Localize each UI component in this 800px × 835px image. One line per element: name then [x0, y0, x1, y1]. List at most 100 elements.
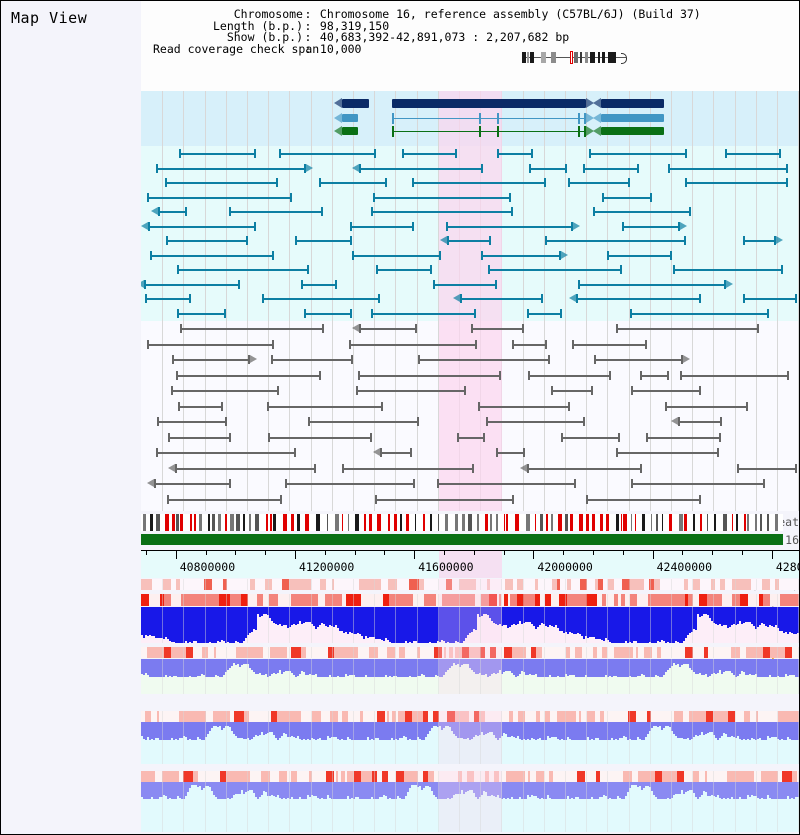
bac-end-pair[interactable]	[167, 436, 232, 439]
bac-end-pair[interactable]	[146, 196, 293, 199]
ruler-plot[interactable]: 40800000 41200000 41600000 42000000 42400000…	[141, 550, 799, 578]
bac-end-pair[interactable]	[351, 254, 441, 257]
bac-end-pair[interactable]	[743, 240, 777, 242]
refseq-exon[interactable]	[583, 113, 586, 124]
b6n-bac-plot[interactable]	[141, 321, 799, 511]
bac-end-pair[interactable]	[350, 225, 415, 228]
bac-end-pair[interactable]	[177, 269, 309, 271]
bac-end-pair[interactable]	[447, 240, 492, 242]
bac-end-pair[interactable]	[229, 211, 323, 213]
bac-end-pair[interactable]	[639, 374, 669, 377]
bac-end-pair[interactable]	[486, 421, 585, 423]
bac-end-pair[interactable]	[631, 483, 765, 485]
bac-end-pair[interactable]	[358, 374, 502, 377]
bac-end-pair[interactable]	[171, 359, 250, 361]
bac-end-pair[interactable]	[616, 328, 759, 330]
bac-end-pair[interactable]	[593, 211, 692, 213]
refseq-gene-bar[interactable]	[600, 127, 665, 135]
refseq-gene-bar[interactable]	[600, 114, 665, 122]
bac-end-pair[interactable]	[177, 405, 223, 408]
bac-end-pair[interactable]	[153, 483, 231, 485]
chromosome-16-ideogram[interactable]	[522, 51, 627, 64]
bac-end-pair[interactable]	[528, 374, 611, 377]
bac-end-pair[interactable]	[621, 225, 681, 228]
bac-end-pair[interactable]	[582, 167, 640, 170]
bac-end-pair[interactable]	[571, 343, 647, 346]
bac-end-pair[interactable]	[677, 421, 723, 423]
bac-end-pair[interactable]	[166, 240, 249, 242]
bac-end-pair[interactable]	[470, 328, 525, 330]
jf1-depth-sra-plot[interactable]	[141, 722, 799, 764]
refseq-gene-intron-line[interactable]	[391, 131, 586, 132]
bac-end-pair[interactable]	[480, 254, 562, 257]
bac-end-pair[interactable]	[512, 343, 547, 346]
refseq-exon[interactable]	[578, 126, 581, 137]
bac-end-pair[interactable]	[615, 452, 720, 454]
bac-end-pair[interactable]	[156, 452, 297, 454]
refseq-exon[interactable]	[391, 113, 394, 124]
bac-end-pair[interactable]	[436, 483, 576, 485]
bac-end-pair[interactable]	[371, 312, 477, 315]
bac-end-pair[interactable]	[300, 283, 337, 286]
bac-end-pair[interactable]	[374, 498, 514, 501]
bac-end-pair[interactable]	[478, 405, 570, 408]
bac-end-pair[interactable]	[560, 436, 620, 439]
refseq-gene-bar[interactable]	[341, 114, 359, 122]
msm-depth-cap-plot[interactable]	[141, 607, 799, 643]
bac-end-pair[interactable]	[371, 211, 514, 213]
bac-end-pair[interactable]	[588, 153, 688, 155]
bac-end-pair[interactable]	[166, 498, 282, 501]
bac-end-pair[interactable]	[341, 467, 475, 470]
bac-end-pair[interactable]	[673, 269, 784, 271]
bac-end-pair[interactable]	[270, 359, 353, 361]
bac-end-pair[interactable]	[147, 225, 256, 228]
bac-end-pair[interactable]	[267, 436, 373, 439]
bac-end-pair[interactable]	[527, 467, 643, 470]
refseq-gene-bar[interactable]	[341, 127, 359, 135]
bac-end-pair[interactable]	[144, 298, 192, 300]
bac-end-pair[interactable]	[593, 359, 684, 361]
bac-end-pair[interactable]	[380, 452, 413, 454]
bac-end-pair[interactable]	[497, 153, 534, 155]
jf1-depth-trim-plot[interactable]	[141, 782, 799, 832]
bac-end-pair[interactable]	[164, 182, 278, 184]
bac-end-pair[interactable]	[742, 298, 797, 300]
bac-end-pair[interactable]	[156, 421, 228, 423]
bac-end-pair[interactable]	[358, 167, 484, 170]
chromosome-plot[interactable]	[141, 532, 783, 548]
msm-pol-cap-plot[interactable]	[141, 594, 799, 606]
refseq-exon[interactable]	[496, 113, 499, 124]
bac-end-pair[interactable]	[179, 328, 324, 330]
bac-end-pair[interactable]	[178, 153, 257, 155]
bac-end-pair[interactable]	[295, 240, 353, 242]
bac-end-pair[interactable]	[526, 312, 562, 315]
bac-end-pair[interactable]	[645, 436, 722, 439]
bac-end-pair[interactable]	[668, 167, 788, 170]
bac-end-pair[interactable]	[278, 153, 376, 155]
bac-end-pair[interactable]	[418, 359, 550, 361]
bac-end-pair[interactable]	[629, 312, 769, 315]
bac-end-pair[interactable]	[446, 225, 574, 228]
bac-end-pair[interactable]	[631, 390, 701, 392]
refseq-gene-bar[interactable]	[600, 99, 665, 108]
bac-end-pair[interactable]	[575, 298, 702, 300]
bac-end-pair[interactable]	[349, 343, 477, 346]
bac-end-pair[interactable]	[144, 283, 241, 286]
bac-end-pair[interactable]	[585, 498, 701, 501]
bac-end-pair[interactable]	[376, 269, 432, 271]
msm-bac-plot[interactable]	[141, 146, 799, 321]
bac-end-pair[interactable]	[401, 153, 458, 155]
refseq-exon[interactable]	[391, 126, 394, 137]
refseq-plot[interactable]	[141, 91, 799, 146]
msm-depth-sra-plot[interactable]	[141, 659, 799, 694]
bac-end-pair[interactable]	[456, 436, 486, 439]
refseq-gene-intron-line[interactable]	[391, 118, 586, 119]
bac-end-pair[interactable]	[372, 196, 511, 199]
bac-end-pair[interactable]	[685, 182, 789, 184]
jf1-pol-trim-plot[interactable]	[141, 771, 799, 782]
refseq-exon[interactable]	[578, 113, 581, 124]
dbsnp-plot[interactable]	[141, 579, 799, 590]
bac-end-pair[interactable]	[737, 467, 797, 470]
bac-end-pair[interactable]	[319, 182, 388, 184]
bac-end-pair[interactable]	[665, 405, 749, 408]
